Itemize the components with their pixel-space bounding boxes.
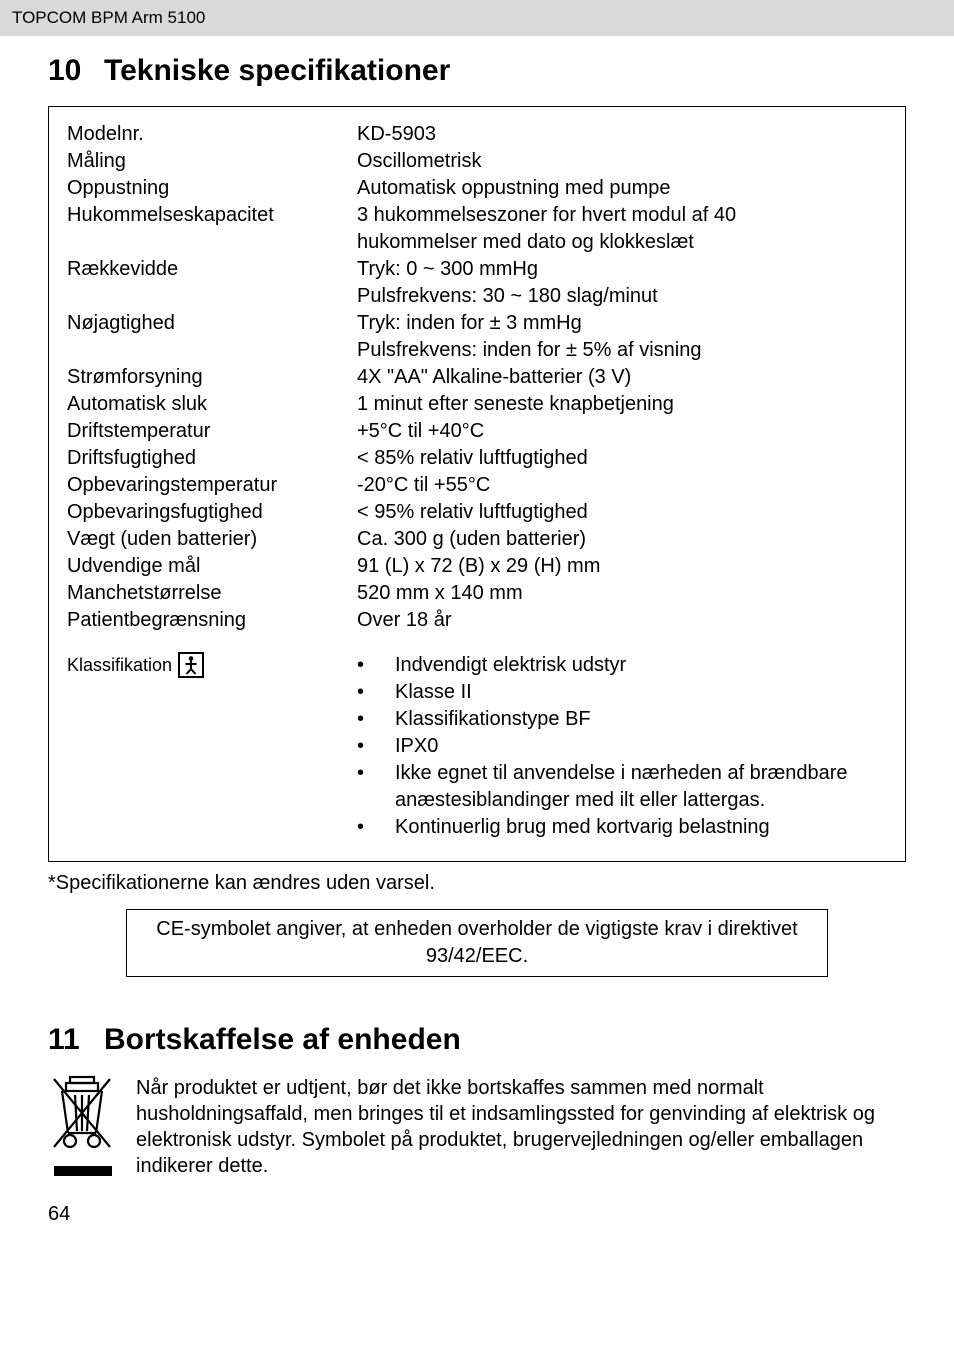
- section-11-title: Bortskaffelse af enheden: [104, 1023, 461, 1056]
- spec-label: Driftsfugtighed: [67, 445, 357, 472]
- spec-value: 91 (L) x 72 (B) x 29 (H) mm: [357, 553, 887, 580]
- classification-item: Indvendigt elektrisk udstyr: [357, 652, 887, 679]
- classification-label: Klassifikation: [67, 653, 172, 677]
- spec-row: Driftsfugtighed< 85% relativ luftfugtigh…: [67, 445, 887, 472]
- spec-value: KD-5903: [357, 121, 887, 148]
- spec-row: RækkeviddeTryk: 0 ~ 300 mmHg: [67, 256, 887, 283]
- spec-label: Modelnr.: [67, 121, 357, 148]
- spec-label: Opbevaringsfugtighed: [67, 499, 357, 526]
- spec-label: Opbevaringstemperatur: [67, 472, 357, 499]
- page-header: TOPCOM BPM Arm 5100: [0, 0, 954, 36]
- page-content: 10Tekniske specifikationer Modelnr.KD-59…: [0, 36, 954, 1236]
- spec-row: OppustningAutomatisk oppustning med pump…: [67, 175, 887, 202]
- classification-item: Klasse II: [357, 679, 887, 706]
- spec-value: -20°C til +55°C: [357, 472, 887, 499]
- spec-value: Automatisk oppustning med pumpe: [357, 175, 887, 202]
- spec-row: Strømforsyning4X "AA" Alkaline-batterier…: [67, 364, 887, 391]
- spec-label: Automatisk sluk: [67, 391, 357, 418]
- classification-list: Indvendigt elektrisk udstyrKlasse IIKlas…: [357, 652, 887, 841]
- spec-row: Manchetstørrelse520 mm x 140 mm: [67, 580, 887, 607]
- classification-item: Kontinuerlig brug med kortvarig belastni…: [357, 814, 887, 841]
- spec-row: Automatisk sluk1 minut efter seneste kna…: [67, 391, 887, 418]
- classification-item: Ikke egnet til anvendelse i nærheden af …: [357, 760, 887, 814]
- spec-row: Opbevaringsfugtighed< 95% relativ luftfu…: [67, 499, 887, 526]
- spec-value: 4X "AA" Alkaline-batterier (3 V): [357, 364, 887, 391]
- spec-row: Udvendige mål91 (L) x 72 (B) x 29 (H) mm: [67, 553, 887, 580]
- spec-row: .Pulsfrekvens: inden for ± 5% af visning: [67, 337, 887, 364]
- spec-value: < 95% relativ luftfugtighed: [357, 499, 887, 526]
- spec-row: Hukommelseskapacitet3 hukommelseszoner f…: [67, 202, 887, 229]
- spec-value: +5°C til +40°C: [357, 418, 887, 445]
- spec-row: NøjagtighedTryk: inden for ± 3 mmHg: [67, 310, 887, 337]
- spec-table: Modelnr.KD-5903MålingOscillometriskOppus…: [48, 106, 906, 862]
- section-11-number: 11: [48, 1023, 104, 1057]
- classification-item: IPX0: [357, 733, 887, 760]
- spec-row: MålingOscillometrisk: [67, 148, 887, 175]
- spec-label: Vægt (uden batterier): [67, 526, 357, 553]
- ce-note-box: CE-symbolet angiver, at enheden overhold…: [126, 909, 828, 977]
- spec-row: Driftstemperatur+5°C til +40°C: [67, 418, 887, 445]
- spec-label: Udvendige mål: [67, 553, 357, 580]
- spec-label: Oppustning: [67, 175, 357, 202]
- spec-label: Strømforsyning: [67, 364, 357, 391]
- spec-value: Tryk: inden for ± 3 mmHg: [357, 310, 887, 337]
- section-10-title: Tekniske specifikationer: [104, 54, 450, 87]
- spec-value: < 85% relativ luftfugtighed: [357, 445, 887, 472]
- disposal-body: Når produktet er udtjent, bør det ikke b…: [136, 1075, 906, 1179]
- spec-label: Nøjagtighed: [67, 310, 357, 337]
- spec-value: Over 18 år: [357, 607, 887, 634]
- spec-value: hukommelser med dato og klokkeslæt: [357, 229, 887, 256]
- spec-row: Modelnr.KD-5903: [67, 121, 887, 148]
- spec-value: Oscillometrisk: [357, 148, 887, 175]
- spec-label: Driftstemperatur: [67, 418, 357, 445]
- section-11-heading: 11Bortskaffelse af enheden: [48, 1023, 906, 1057]
- spec-value: Pulsfrekvens: inden for ± 5% af visning: [357, 337, 887, 364]
- disposal-block: Når produktet er udtjent, bør det ikke b…: [48, 1075, 906, 1179]
- spec-row: .Pulsfrekvens: 30 ~ 180 slag/minut: [67, 283, 887, 310]
- type-bf-icon: [178, 652, 204, 678]
- spec-value: 520 mm x 140 mm: [357, 580, 887, 607]
- spec-label: Patientbegrænsning: [67, 607, 357, 634]
- spec-footnote: *Specifikationerne kan ændres uden varse…: [48, 872, 906, 895]
- spec-value: 1 minut efter seneste knapbetjening: [357, 391, 887, 418]
- spec-label: Måling: [67, 148, 357, 175]
- spec-row: .hukommelser med dato og klokkeslæt: [67, 229, 887, 256]
- spec-row: Opbevaringstemperatur-20°C til +55°C: [67, 472, 887, 499]
- classification-row: Klassifikation Indvendigt elektrisk udst…: [67, 652, 887, 841]
- spec-value: Ca. 300 g (uden batterier): [357, 526, 887, 553]
- section-10-heading: 10Tekniske specifikationer: [48, 54, 906, 88]
- spec-value: Pulsfrekvens: 30 ~ 180 slag/minut: [357, 283, 887, 310]
- spec-label: Hukommelseskapacitet: [67, 202, 357, 229]
- spec-label: Manchetstørrelse: [67, 580, 357, 607]
- page-number: 64: [48, 1203, 906, 1226]
- spec-row: Vægt (uden batterier)Ca. 300 g (uden bat…: [67, 526, 887, 553]
- spec-value: 3 hukommelseszoner for hvert modul af 40: [357, 202, 887, 229]
- spec-row: PatientbegrænsningOver 18 år: [67, 607, 887, 634]
- spec-value: Tryk: 0 ~ 300 mmHg: [357, 256, 887, 283]
- weee-icon: [48, 1075, 120, 1179]
- classification-item: Klassifikationstype BF: [357, 706, 887, 733]
- spec-label: Rækkevidde: [67, 256, 357, 283]
- section-10-number: 10: [48, 54, 104, 88]
